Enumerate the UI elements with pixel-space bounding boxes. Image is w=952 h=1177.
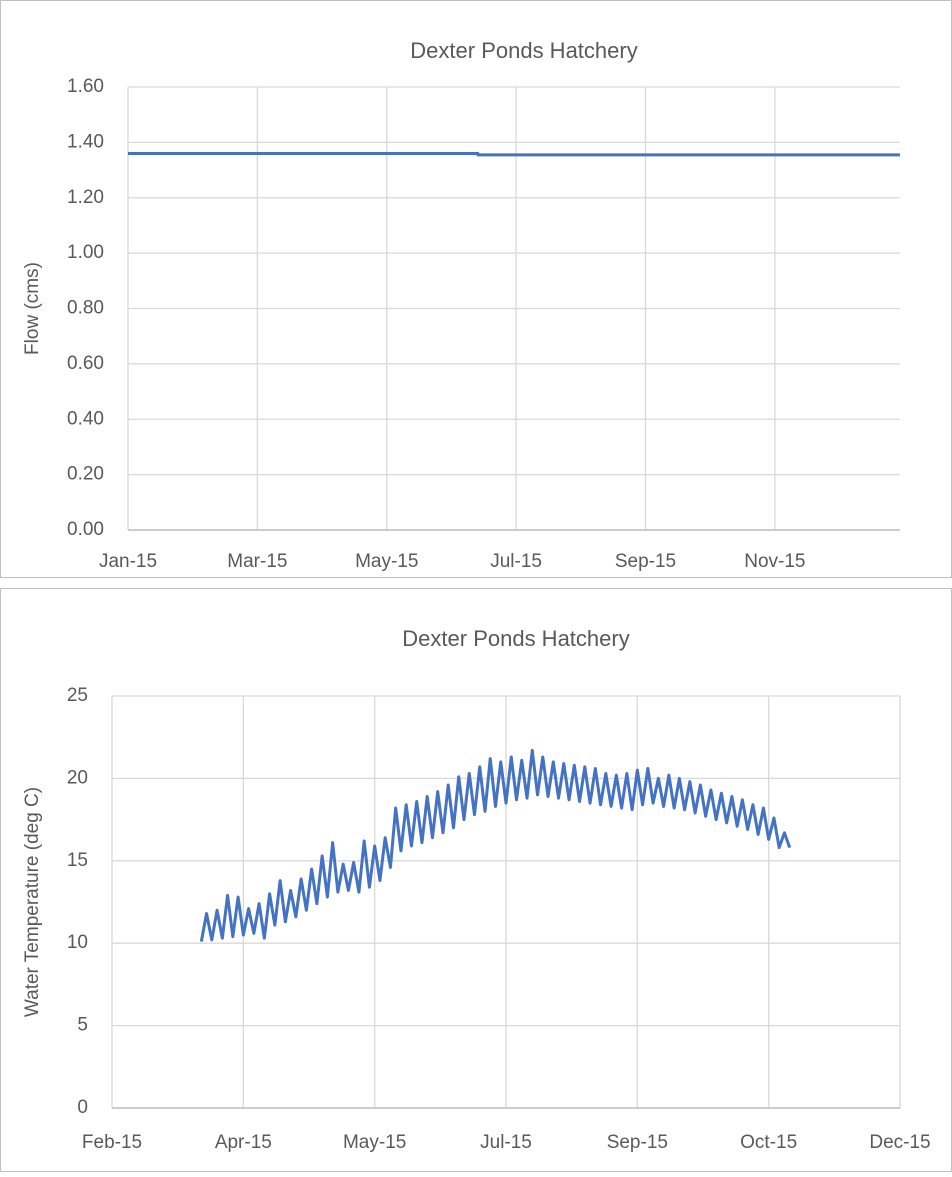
y-tick-label: 1.60 [67, 76, 104, 97]
x-tick-label: Dec-15 [869, 1132, 930, 1153]
x-tick-label: Jul-15 [480, 1132, 532, 1153]
chart-panel [0, 0, 952, 578]
x-tick-label: Sep-15 [615, 551, 676, 572]
chart-title: Dexter Ponds Hatchery [410, 38, 637, 63]
y-tick-label: 0.00 [67, 519, 104, 540]
y-tick-label: 5 [77, 1015, 88, 1036]
y-tick-label: 25 [67, 685, 88, 706]
x-tick-label: May-15 [355, 551, 418, 572]
x-tick-label: Feb-15 [82, 1132, 142, 1153]
y-tick-label: 1.20 [67, 187, 104, 208]
y-tick-label: 10 [67, 932, 88, 953]
y-axis-label: Flow (cms) [22, 262, 43, 355]
x-tick-label: May-15 [343, 1132, 406, 1153]
y-tick-label: 0.80 [67, 298, 104, 319]
x-tick-label: Sep-15 [607, 1132, 668, 1153]
y-tick-label: 0.20 [67, 464, 104, 485]
y-tick-label: 0 [77, 1097, 88, 1118]
y-tick-label: 1.40 [67, 131, 104, 152]
x-tick-label: Nov-15 [744, 551, 805, 572]
chart-panel [0, 588, 952, 1172]
data-line [128, 151, 900, 157]
x-tick-label: Apr-15 [215, 1132, 272, 1153]
x-tick-label: Jan-15 [99, 551, 157, 572]
data-line [199, 748, 792, 942]
y-tick-label: 0.40 [67, 408, 104, 429]
x-tick-label: Jul-15 [490, 551, 542, 572]
y-tick-label: 15 [67, 850, 88, 871]
y-tick-label: 20 [67, 767, 88, 788]
y-axis-label: Water Temperature (deg C) [22, 787, 43, 1017]
x-tick-label: Mar-15 [227, 551, 287, 572]
x-tick-label: Oct-15 [740, 1132, 797, 1153]
chart-title: Dexter Ponds Hatchery [402, 626, 629, 651]
y-tick-label: 1.00 [67, 242, 104, 263]
y-tick-label: 0.60 [67, 353, 104, 374]
